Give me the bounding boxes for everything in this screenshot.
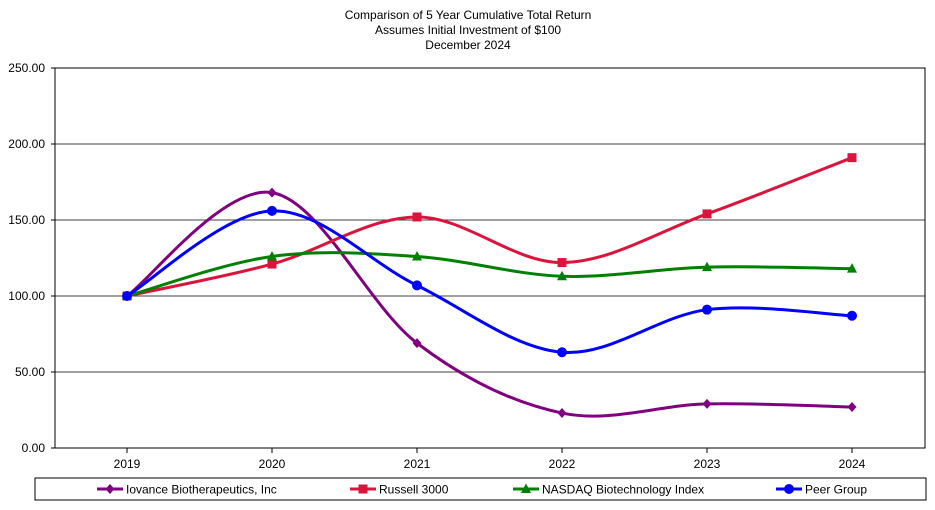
legend-box — [34, 477, 927, 501]
series-line — [125, 156, 854, 298]
x-tick-label-2021: 2021 — [404, 457, 431, 471]
legend-label: Russell 3000 — [379, 483, 449, 497]
data-point-square — [847, 153, 857, 163]
data-point-triangle — [702, 261, 712, 272]
legend-marker-diamond — [105, 484, 115, 494]
series-line — [125, 251, 854, 298]
data-point-triangle — [412, 250, 422, 261]
y-tick-label: 100.00 — [8, 289, 45, 303]
data-point-square — [702, 209, 712, 219]
chart-title: Comparison of 5 Year Cumulative Total Re… — [345, 8, 592, 52]
legend-item: NASDAQ Biotechnology Index — [513, 483, 704, 497]
y-tick-label: 0.00 — [22, 441, 46, 455]
legend-item: Iovance Biotherapeutics, Inc — [97, 483, 277, 497]
series-2 — [122, 250, 857, 300]
legend-item: Russell 3000 — [350, 483, 449, 497]
plot-area-frame — [54, 67, 926, 449]
legend-label: NASDAQ Biotechnology Index — [542, 483, 704, 497]
legend-label: Peer Group — [805, 483, 867, 497]
legend-label: Iovance Biotherapeutics, Inc — [126, 483, 277, 497]
x-tick-label-2020: 2020 — [259, 457, 286, 471]
y-tick-label: 150.00 — [8, 213, 45, 227]
chart-title-line-2: Assumes Initial Investment of $100 — [375, 23, 561, 37]
series-3 — [122, 205, 857, 358]
series-lines — [122, 153, 857, 419]
x-tick-label-2024: 2024 — [839, 457, 866, 471]
data-point-circle — [847, 310, 857, 321]
legend: Iovance Biotherapeutics, Inc Russell 3000… — [34, 477, 927, 501]
data-point-diamond — [702, 398, 712, 409]
data-point-circle — [557, 347, 567, 358]
axes: 0.00 50.00 100.00 150.00 200.00 250.00 2019 202… — [8, 61, 926, 471]
data-point-diamond — [267, 187, 277, 198]
data-point-triangle — [847, 263, 857, 273]
legend-marker-circle — [784, 484, 794, 494]
x-tick-label-2022: 2022 — [549, 457, 576, 471]
y-tick-label: 200.00 — [8, 137, 45, 151]
data-point-square — [267, 259, 277, 269]
data-point-triangle — [267, 250, 277, 261]
data-point-diamond — [557, 408, 567, 419]
data-point-triangle — [557, 270, 567, 281]
data-point-diamond — [847, 401, 857, 412]
legend-marker-triangle — [521, 483, 531, 493]
y-tick-label: 250.00 — [8, 61, 45, 75]
chart-title-line-1: Comparison of 5 Year Cumulative Total Re… — [345, 8, 592, 22]
chart-title-line-3: December 2024 — [425, 38, 511, 52]
x-tick-label-2019: 2019 — [114, 457, 141, 471]
data-point-circle — [122, 291, 132, 301]
y-tick-label: 50.00 — [15, 365, 45, 379]
legend-marker-square — [358, 484, 368, 494]
data-point-circle — [267, 205, 277, 216]
data-point-square — [412, 212, 422, 222]
data-point-diamond — [412, 338, 422, 349]
data-point-circle — [702, 304, 712, 315]
x-tick-label-2023: 2023 — [694, 457, 721, 471]
series-line — [125, 209, 854, 354]
series-line — [125, 190, 854, 418]
series-1 — [122, 153, 857, 301]
data-point-square — [557, 258, 567, 268]
legend-item: Peer Group — [776, 483, 867, 497]
data-point-circle — [412, 280, 422, 291]
